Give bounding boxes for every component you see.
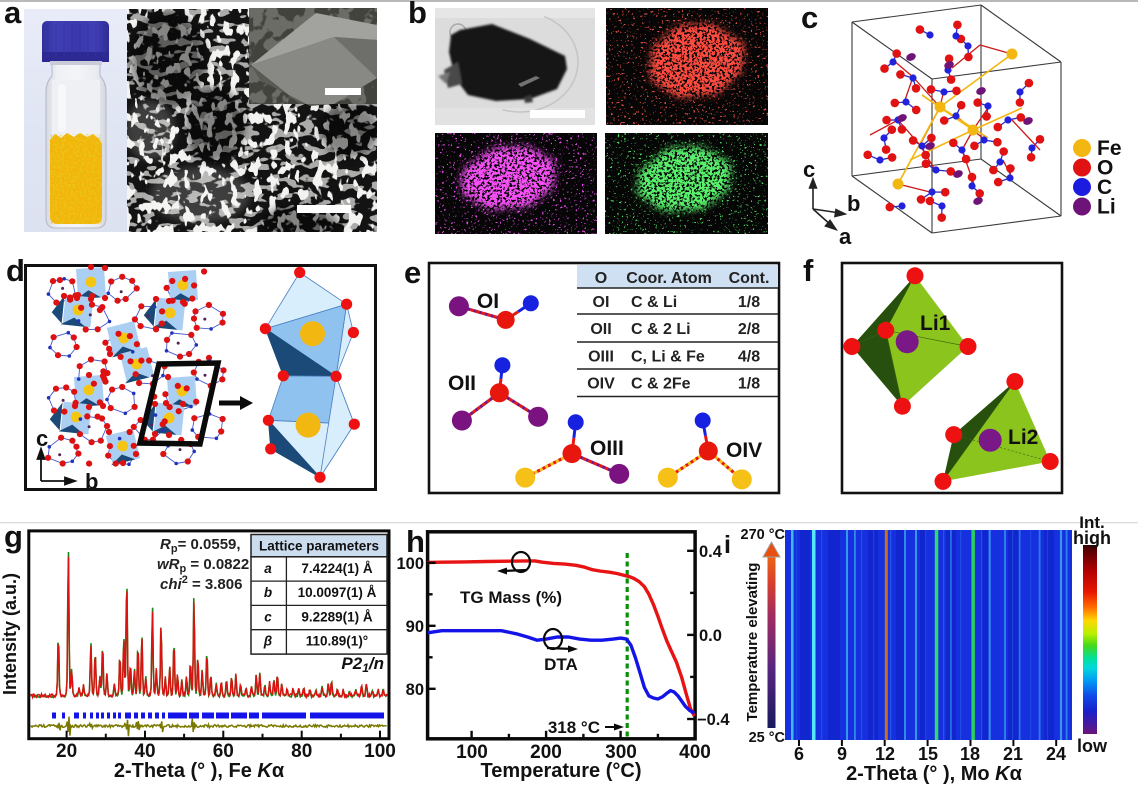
svg-text:Li1: Li1: [920, 312, 951, 335]
svg-text:12: 12: [875, 744, 895, 764]
svg-text:9.2289(1) Å: 9.2289(1) Å: [301, 609, 373, 624]
svg-text:0.4: 0.4: [699, 543, 723, 561]
svg-text:−0.4: −0.4: [697, 711, 730, 729]
svg-text:O: O: [1097, 157, 1113, 180]
svg-text:a: a: [264, 561, 272, 576]
svg-text:80: 80: [291, 741, 312, 762]
svg-text:b: b: [847, 191, 860, 216]
svg-text:OI: OI: [477, 290, 499, 313]
svg-text:1/8: 1/8: [738, 376, 760, 393]
svg-text:OIV: OIV: [587, 376, 615, 393]
svg-text:b: b: [85, 469, 98, 494]
svg-text:Int.: Int.: [1079, 513, 1105, 532]
svg-text:90: 90: [406, 618, 424, 636]
svg-text:18: 18: [960, 744, 980, 764]
svg-text:318 °C: 318 °C: [548, 718, 600, 737]
svg-text:P21/n: P21/n: [341, 654, 384, 675]
svg-text:OI: OI: [593, 294, 610, 311]
svg-text:Temperature (°C): Temperature (°C): [481, 760, 642, 782]
svg-text:high: high: [1073, 528, 1111, 548]
svg-text:C, Li & Fe: C, Li & Fe: [631, 349, 705, 366]
svg-text:6: 6: [794, 744, 804, 764]
svg-text:1/8: 1/8: [738, 294, 760, 311]
svg-text:a: a: [4, 0, 22, 30]
svg-text:2-Theta (° ), Fe Kα: 2-Theta (° ), Fe Kα: [114, 760, 285, 782]
svg-text:100: 100: [396, 555, 424, 573]
svg-text:OII: OII: [448, 372, 476, 395]
svg-text:c: c: [36, 426, 48, 451]
svg-text:a: a: [839, 224, 852, 249]
svg-text:OIII: OIII: [590, 437, 624, 460]
svg-text:9: 9: [837, 744, 847, 764]
svg-text:c: c: [264, 609, 272, 624]
svg-text:chi2 = 3.806: chi2 = 3.806: [160, 574, 242, 593]
svg-text:Temperature elevating: Temperature elevating: [744, 563, 761, 722]
svg-text:20: 20: [56, 741, 77, 762]
svg-text:Li: Li: [1097, 196, 1116, 219]
svg-text:DTA: DTA: [544, 655, 578, 674]
svg-text:wRp = 0.0822: wRp = 0.0822: [157, 556, 249, 575]
svg-text:h: h: [406, 524, 425, 559]
svg-text:OII: OII: [590, 321, 611, 338]
svg-text:24: 24: [1046, 744, 1066, 764]
svg-text:Coor. Atom: Coor. Atom: [626, 270, 712, 287]
svg-text:110.89(1)°: 110.89(1)°: [306, 634, 368, 649]
svg-text:Cont.: Cont.: [729, 270, 770, 287]
svg-text:Fe: Fe: [1097, 137, 1122, 160]
svg-text:0.0: 0.0: [699, 627, 722, 645]
svg-text:β: β: [263, 634, 272, 649]
svg-text:C & Li: C & Li: [631, 294, 677, 311]
svg-text:21: 21: [1003, 744, 1023, 764]
svg-text:TG Mass (%): TG Mass (%): [460, 588, 562, 607]
svg-text:300: 300: [605, 742, 637, 763]
svg-text:4/8: 4/8: [738, 349, 760, 366]
svg-text:80: 80: [406, 681, 424, 699]
svg-text:C & 2 Li: C & 2 Li: [631, 321, 691, 338]
svg-text:b: b: [264, 585, 272, 600]
svg-text:10.0097(1) Å: 10.0097(1) Å: [298, 585, 377, 600]
svg-text:f: f: [803, 253, 814, 288]
svg-text:g: g: [4, 519, 23, 554]
svg-text:e: e: [404, 255, 421, 290]
svg-text:270 °C: 270 °C: [741, 527, 786, 543]
svg-text:c: c: [801, 0, 818, 35]
svg-text:c: c: [803, 157, 815, 182]
svg-text:7.4224(1) Å: 7.4224(1) Å: [301, 561, 373, 576]
svg-text:15: 15: [918, 744, 938, 764]
svg-text:Lattice parameters: Lattice parameters: [259, 539, 379, 554]
svg-text:100: 100: [456, 742, 488, 763]
svg-text:40: 40: [134, 741, 155, 762]
svg-text:200: 200: [530, 742, 562, 763]
svg-text:C: C: [1097, 176, 1112, 199]
svg-text:C & 2Fe: C & 2Fe: [631, 376, 691, 393]
svg-text:60: 60: [213, 741, 234, 762]
svg-text:b: b: [408, 0, 427, 30]
svg-text:Intensity (a.u.): Intensity (a.u.): [0, 573, 20, 695]
svg-text:O: O: [595, 270, 607, 287]
svg-text:Rp= 0.0559,: Rp= 0.0559,: [160, 536, 241, 555]
svg-text:Li2: Li2: [1008, 426, 1038, 449]
svg-text:100: 100: [364, 741, 396, 762]
svg-text:low: low: [1077, 736, 1108, 756]
svg-text:25 °C: 25 °C: [749, 730, 786, 746]
svg-text:2-Theta (° ), Mo Kα: 2-Theta (° ), Mo Kα: [846, 763, 1023, 785]
svg-text:2/8: 2/8: [738, 321, 760, 338]
svg-text:d: d: [6, 253, 25, 288]
svg-text:OIV: OIV: [726, 439, 762, 462]
svg-text:i: i: [724, 531, 731, 559]
svg-text:400: 400: [679, 742, 711, 763]
svg-text:OIII: OIII: [588, 349, 614, 366]
